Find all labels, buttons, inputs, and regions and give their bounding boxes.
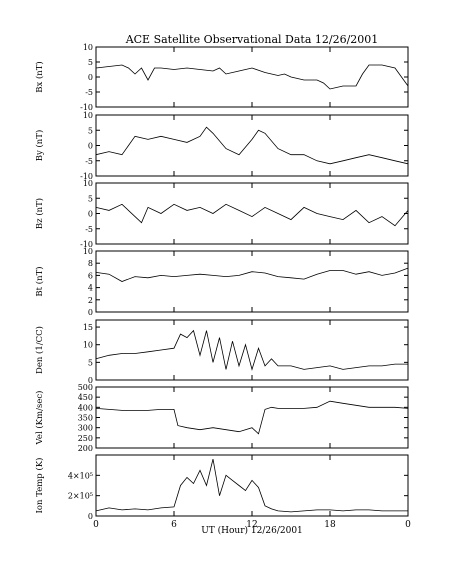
by-ytick-label: -10 xyxy=(80,172,93,181)
vel-ytick-label: 450 xyxy=(78,393,93,402)
bz-ytick-label: 5 xyxy=(88,194,93,203)
bt-frame xyxy=(95,250,409,313)
bx-ytick-label: -10 xyxy=(80,103,93,112)
by-ytick-label: -5 xyxy=(85,157,93,166)
x-tick-label: 0 xyxy=(405,520,411,530)
bt-series-line xyxy=(95,267,409,282)
bt-ytick-label: 0 xyxy=(88,308,93,317)
temp-ytick-label: 0 xyxy=(88,512,93,521)
by-series-line xyxy=(95,126,409,165)
temp-frame xyxy=(95,454,409,517)
x-tick-label: 18 xyxy=(324,520,336,530)
bt-ylabel: Bt (nT) xyxy=(34,266,45,296)
by-ylabel: By (nT) xyxy=(34,130,45,162)
vel-ytick-label: 400 xyxy=(78,403,93,412)
bt-ytick-label: 8 xyxy=(88,259,93,268)
vel-ylabel: Vel (Km/sec) xyxy=(34,391,45,446)
by-ytick-label: 5 xyxy=(88,126,93,135)
by-ytick-label: 10 xyxy=(83,111,93,120)
bx-ylabel: Bx (nT) xyxy=(34,61,45,93)
temp-ytick-label: 2×10⁵ xyxy=(68,492,93,501)
den-ytick-label: 15 xyxy=(83,323,93,332)
bt-ytick-label: 4 xyxy=(88,284,93,293)
temp-series-line xyxy=(95,459,408,513)
bz-ytick-label: 10 xyxy=(83,179,93,188)
x-axis-label: UT (Hour) 12/26/2001 xyxy=(201,525,303,536)
bt-ytick-label: 6 xyxy=(88,271,93,280)
x-tick-label: 12 xyxy=(246,520,257,530)
bx-ytick-label: 0 xyxy=(88,73,93,82)
temp-ylabel: Ion Temp (K) xyxy=(34,458,45,514)
vel-frame xyxy=(95,386,409,449)
den-ytick-label: 0 xyxy=(88,376,93,385)
vel-series-line xyxy=(95,400,409,435)
bx-ytick-label: 10 xyxy=(83,43,93,52)
x-tick-label: 6 xyxy=(171,520,177,530)
den-ytick-label: 5 xyxy=(88,358,93,367)
bz-ylabel: Bz (nT) xyxy=(34,198,45,229)
bz-series-line xyxy=(95,203,409,227)
bz-ytick-label: -10 xyxy=(80,240,93,249)
x-tick-label: 0 xyxy=(93,520,99,530)
temp-ytick-label: 4×10⁵ xyxy=(68,471,93,480)
bt-ytick-label: 2 xyxy=(88,296,93,305)
bz-ytick-label: -5 xyxy=(85,225,93,234)
bx-ytick-label: -5 xyxy=(85,88,93,97)
den-frame xyxy=(95,319,409,381)
vel-ytick-label: 500 xyxy=(78,383,93,392)
bt-ytick-label: 10 xyxy=(83,247,93,256)
den-ylabel: Den (1/CC) xyxy=(34,326,45,374)
vel-ytick-label: 350 xyxy=(78,414,93,423)
bz-frame xyxy=(95,182,409,245)
chart-title: ACE Satellite Observational Data 12/26/2… xyxy=(125,33,379,46)
vel-ytick-label: 300 xyxy=(78,424,93,433)
by-ytick-label: 0 xyxy=(88,142,93,151)
den-ytick-label: 10 xyxy=(83,341,93,350)
bx-ytick-label: 5 xyxy=(88,58,93,67)
bz-ytick-label: 0 xyxy=(88,210,93,219)
by-frame xyxy=(95,114,409,177)
vel-ytick-label: 250 xyxy=(78,434,93,443)
vel-ytick-label: 200 xyxy=(78,444,93,453)
den-series-line xyxy=(95,329,408,371)
bx-series-line xyxy=(95,64,409,90)
